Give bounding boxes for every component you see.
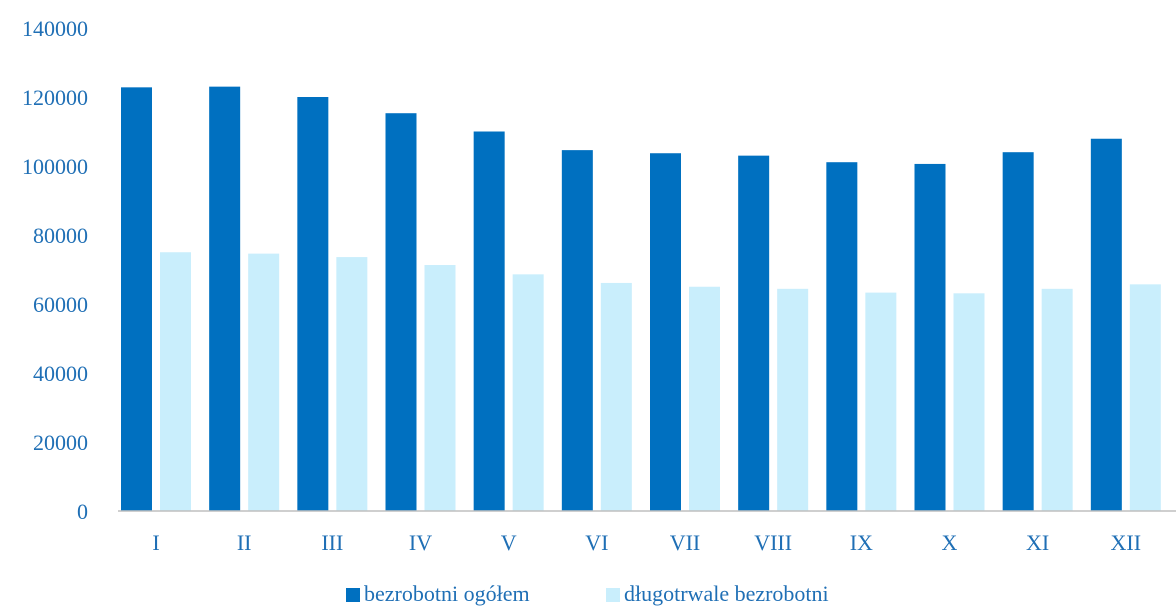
bar-dlugotrwale-IV: [424, 265, 456, 511]
bar-ogolem-IX: [826, 162, 858, 511]
bar-dlugotrwale-XI: [1041, 288, 1073, 511]
y-tick-label: 120000: [22, 85, 88, 110]
x-tick-label: VI: [585, 530, 608, 555]
bar-ogolem-VII: [650, 153, 681, 512]
bar-ogolem-V: [473, 131, 505, 511]
x-tick-label: IV: [409, 530, 432, 555]
y-tick-label: 0: [77, 499, 88, 524]
bar-dlugotrwale-VI: [600, 282, 632, 511]
x-tick-label: IX: [850, 530, 873, 555]
x-tick-label: X: [942, 530, 958, 555]
y-tick-label: 100000: [22, 154, 88, 179]
bar-ogolem-IV: [385, 113, 417, 511]
x-tick-label: II: [237, 530, 252, 555]
bar-ogolem-XI: [1002, 152, 1034, 511]
x-tick-label: XI: [1026, 530, 1049, 555]
bar-dlugotrwale-III: [336, 257, 368, 511]
x-tick-label: V: [501, 530, 517, 555]
x-axis-ticks: I II III IV V VI VII VIII IX X XI XII: [152, 530, 1141, 555]
bar-dlugotrwale-XII: [1129, 284, 1161, 511]
y-tick-label: 140000: [22, 16, 88, 41]
bar-dlugotrwale-VII: [689, 286, 720, 511]
y-tick-label: 80000: [33, 223, 88, 248]
x-tick-label: I: [152, 530, 159, 555]
bar-ogolem-II: [209, 86, 241, 512]
bar-dlugotrwale-I: [160, 252, 191, 511]
x-tick-label: VIII: [754, 530, 792, 555]
bar-ogolem-I: [121, 87, 152, 511]
bar-dlugotrwale-VIII: [777, 288, 809, 511]
bar-dlugotrwale-IX: [865, 292, 897, 511]
bar-dlugotrwale-X: [953, 293, 985, 511]
legend-label-ogolem: bezrobotni ogółem: [364, 581, 530, 606]
bar-ogolem-X: [914, 163, 946, 511]
x-tick-label: III: [321, 530, 343, 555]
x-tick-label: XII: [1111, 530, 1142, 555]
y-tick-label: 40000: [33, 361, 88, 386]
bar-ogolem-XII: [1090, 138, 1122, 511]
bars: [121, 86, 1161, 512]
legend: bezrobotni ogółem długotrwale bezrobotni: [346, 581, 829, 606]
bar-ogolem-VI: [561, 150, 593, 511]
legend-label-dlugotrwale: długotrwale bezrobotni: [624, 581, 829, 606]
bar-dlugotrwale-V: [512, 274, 544, 511]
legend-swatch-dlugotrwale: [606, 588, 620, 602]
y-tick-label: 20000: [33, 430, 88, 455]
y-axis-ticks: 0 20000 40000 60000 80000 100000 120000 140000: [22, 16, 88, 524]
x-tick-label: VII: [670, 530, 701, 555]
bar-ogolem-III: [297, 97, 329, 511]
y-tick-label: 60000: [33, 292, 88, 317]
legend-swatch-ogolem: [346, 588, 360, 602]
bar-dlugotrwale-II: [248, 253, 280, 511]
bar-ogolem-VIII: [738, 155, 770, 511]
